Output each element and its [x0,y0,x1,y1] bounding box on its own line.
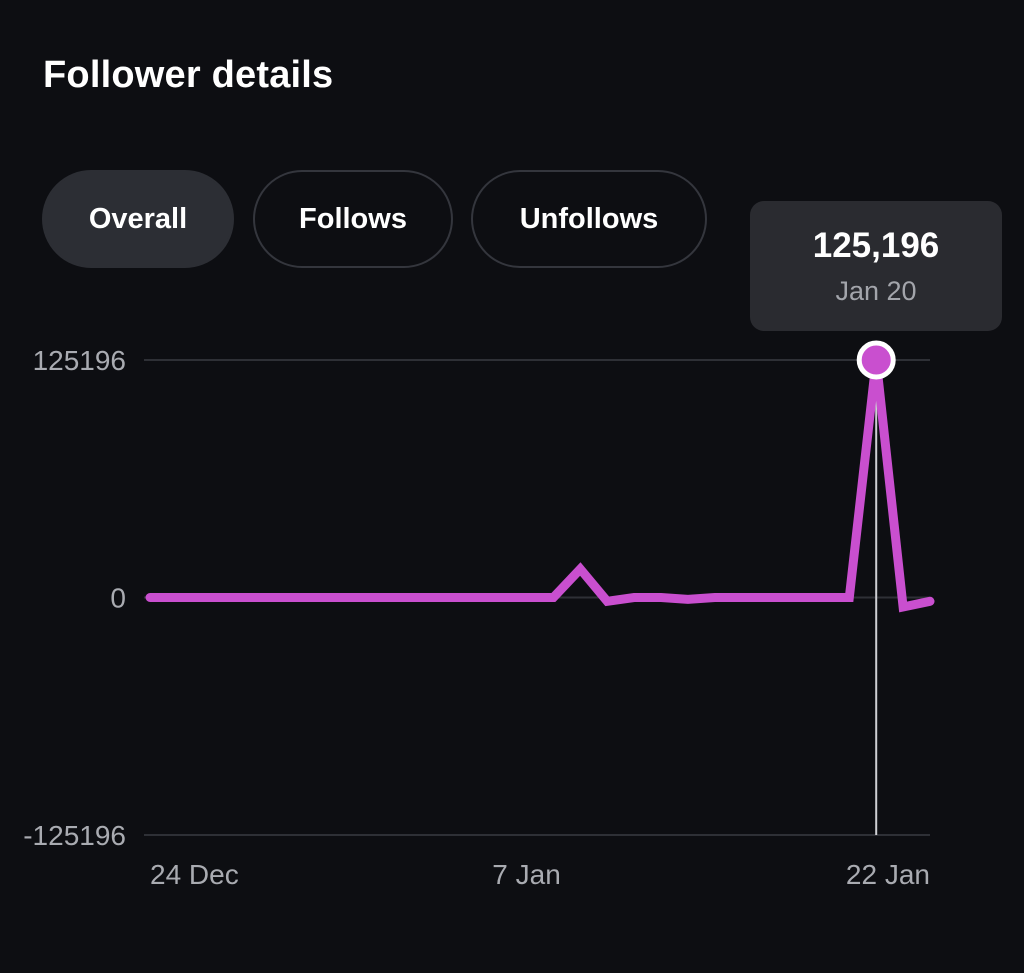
series-line [145,359,935,613]
tab-overall[interactable]: Overall [42,170,234,268]
x-tick-label: 7 Jan [492,859,561,890]
tooltip-value: 125,196 [812,225,940,265]
y-tick-label: -125196 [23,820,126,851]
page-title: Follower details [43,54,334,96]
tab-follows[interactable]: Follows [253,170,453,268]
y-tick-label: 0 [110,583,126,614]
highlighted-point-marker [856,340,896,380]
tooltip-date: Jan 20 [835,275,917,306]
tab-unfollows[interactable]: Unfollows [471,170,707,268]
y-tick-label: 125196 [33,345,126,376]
data-tooltip: 125,196 Jan 20 [750,201,1002,331]
x-tick-label: 24 Dec [150,859,239,890]
x-tick-label: 22 Jan [846,859,930,890]
